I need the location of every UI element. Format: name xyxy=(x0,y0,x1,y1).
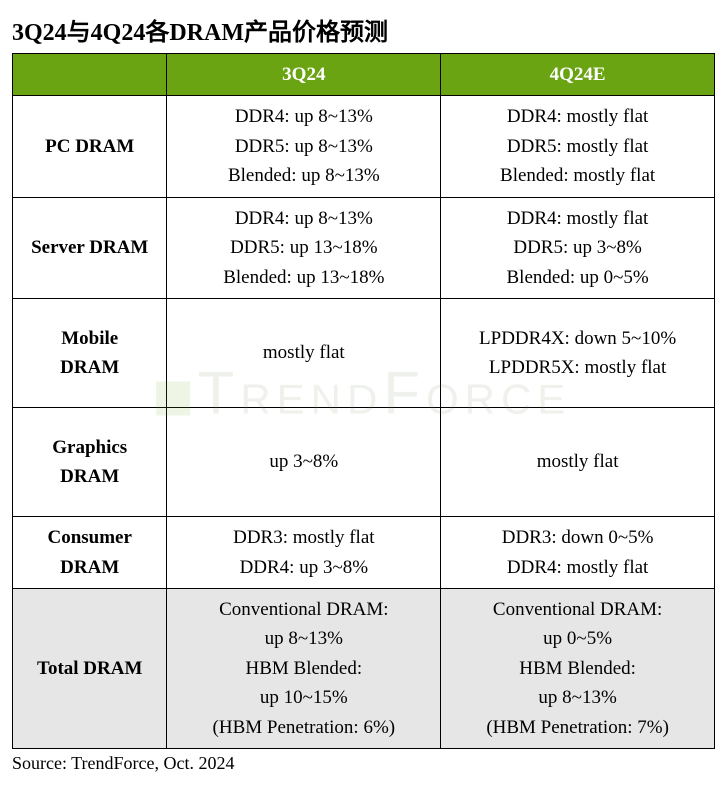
cell-line: DDR3: mostly flat xyxy=(171,523,436,552)
dram-price-table: 3Q24 4Q24E PC DRAMDDR4: up 8~13%DDR5: up… xyxy=(12,53,715,749)
cell-line: Blended: mostly flat xyxy=(445,161,710,190)
table-row: Total DRAMConventional DRAM:up 8~13%HBM … xyxy=(13,588,715,748)
cell-line: DDR5: up 3~8% xyxy=(445,233,710,262)
cell-line: up 8~13% xyxy=(171,624,436,653)
cell-4q24e: DDR4: mostly flatDDR5: up 3~8%Blended: u… xyxy=(441,197,715,298)
cell-4q24e: DDR3: down 0~5%DDR4: mostly flat xyxy=(441,517,715,589)
cell-line: Conventional DRAM: xyxy=(445,595,710,624)
cell-3q24: DDR4: up 8~13%DDR5: up 8~13%Blended: up … xyxy=(167,96,441,197)
cell-line: up 0~5% xyxy=(445,624,710,653)
cell-line: up 10~15% xyxy=(171,683,436,712)
cell-line: HBM Blended: xyxy=(445,654,710,683)
cell-line: Blended: up 13~18% xyxy=(171,263,436,292)
col-header-3q24: 3Q24 xyxy=(167,54,441,96)
cell-3q24: mostly flat xyxy=(167,299,441,408)
cell-3q24: DDR4: up 8~13%DDR5: up 13~18%Blended: up… xyxy=(167,197,441,298)
cell-4q24e: Conventional DRAM:up 0~5%HBM Blended:up … xyxy=(441,588,715,748)
cell-line: up 8~13% xyxy=(445,683,710,712)
cell-line: mostly flat xyxy=(171,338,436,367)
cell-line: LPDDR4X: down 5~10% xyxy=(445,324,710,353)
cell-line: (HBM Penetration: 7%) xyxy=(445,713,710,742)
row-label: Server DRAM xyxy=(13,197,167,298)
cell-line: mostly flat xyxy=(445,447,710,476)
cell-line: DDR4: up 8~13% xyxy=(171,204,436,233)
col-header-blank xyxy=(13,54,167,96)
row-label: MobileDRAM xyxy=(13,299,167,408)
cell-line: HBM Blended: xyxy=(171,654,436,683)
cell-line: DDR5: up 13~18% xyxy=(171,233,436,262)
cell-line: DDR3: down 0~5% xyxy=(445,523,710,552)
row-label: ConsumerDRAM xyxy=(13,517,167,589)
cell-line: Blended: up 8~13% xyxy=(171,161,436,190)
cell-line: DDR4: mostly flat xyxy=(445,204,710,233)
col-header-4q24e: 4Q24E xyxy=(441,54,715,96)
table-row: GraphicsDRAMup 3~8% mostly flat xyxy=(13,408,715,517)
table-row: Server DRAMDDR4: up 8~13%DDR5: up 13~18%… xyxy=(13,197,715,298)
cell-3q24: up 3~8% xyxy=(167,408,441,517)
cell-3q24: Conventional DRAM:up 8~13%HBM Blended:up… xyxy=(167,588,441,748)
table-row: MobileDRAMmostly flatLPDDR4X: down 5~10%… xyxy=(13,299,715,408)
cell-line: LPDDR5X: mostly flat xyxy=(445,353,710,382)
row-label: GraphicsDRAM xyxy=(13,408,167,517)
source-note: Source: TrendForce, Oct. 2024 xyxy=(12,753,715,774)
table-row: ConsumerDRAMDDR3: mostly flatDDR4: up 3~… xyxy=(13,517,715,589)
cell-line: up 3~8% xyxy=(171,447,436,476)
cell-line: DDR5: mostly flat xyxy=(445,132,710,161)
row-label: Total DRAM xyxy=(13,588,167,748)
cell-line: DDR4: mostly flat xyxy=(445,553,710,582)
page-title: 3Q24与4Q24各DRAM产品价格预测 xyxy=(12,12,715,47)
cell-line: (HBM Penetration: 6%) xyxy=(171,713,436,742)
cell-line: DDR4: up 3~8% xyxy=(171,553,436,582)
cell-3q24: DDR3: mostly flatDDR4: up 3~8% xyxy=(167,517,441,589)
cell-4q24e: DDR4: mostly flatDDR5: mostly flatBlende… xyxy=(441,96,715,197)
cell-4q24e: LPDDR4X: down 5~10%LPDDR5X: mostly flat xyxy=(441,299,715,408)
row-label: PC DRAM xyxy=(13,96,167,197)
table-row: PC DRAMDDR4: up 8~13%DDR5: up 8~13%Blend… xyxy=(13,96,715,197)
table-header-row: 3Q24 4Q24E xyxy=(13,54,715,96)
cell-line: DDR4: mostly flat xyxy=(445,102,710,131)
cell-line: Blended: up 0~5% xyxy=(445,263,710,292)
cell-line: DDR4: up 8~13% xyxy=(171,102,436,131)
cell-4q24e: mostly flat xyxy=(441,408,715,517)
cell-line: Conventional DRAM: xyxy=(171,595,436,624)
cell-line: DDR5: up 8~13% xyxy=(171,132,436,161)
